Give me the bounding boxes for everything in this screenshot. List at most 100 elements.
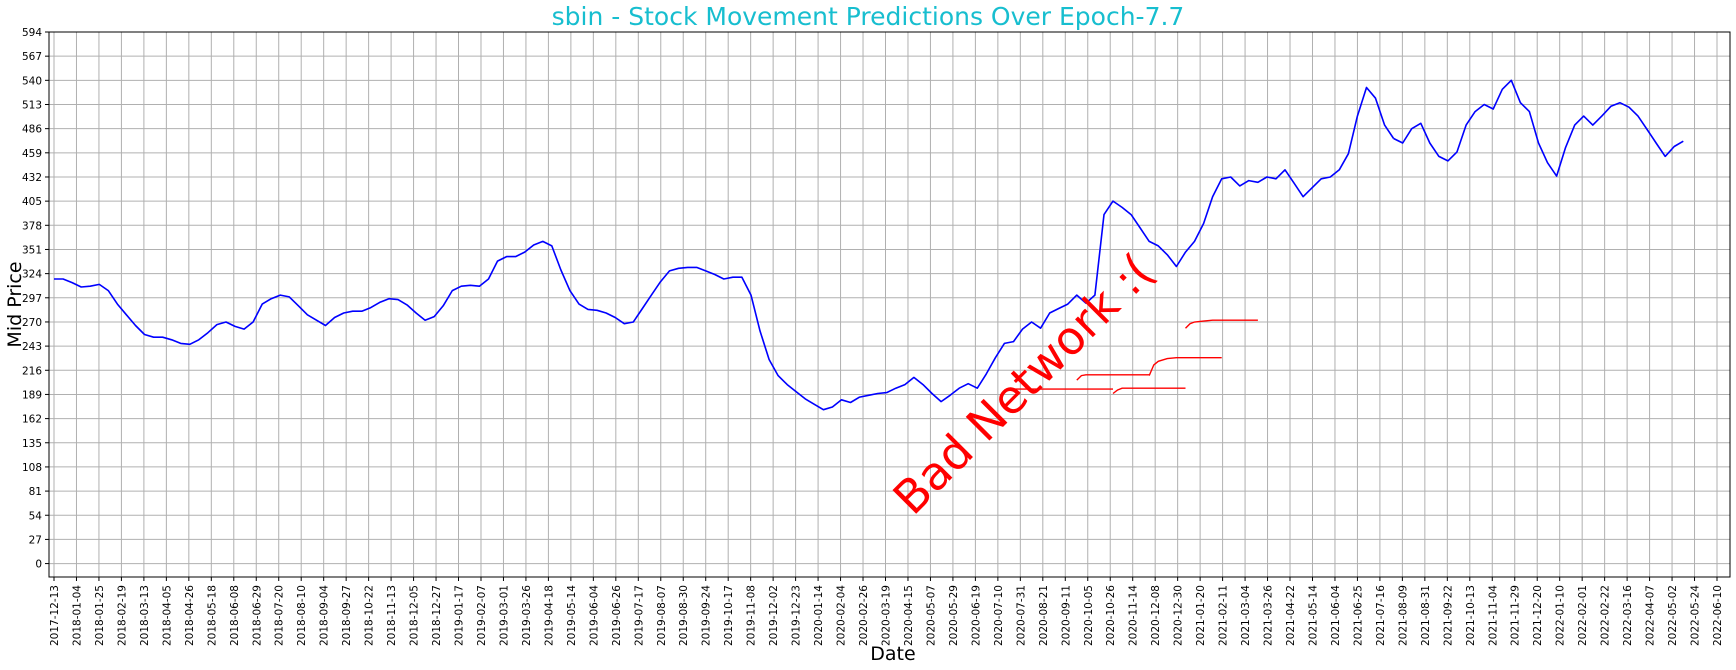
x-tick-label: 2019-11-08 — [746, 585, 758, 646]
x-tick-label: 2022-04-07 — [1645, 585, 1657, 646]
prediction-line-2 — [1112, 387, 1186, 395]
price-line-0 — [54, 86, 1395, 411]
x-tick-label: 2020-08-21 — [1038, 585, 1050, 646]
x-tick-label: 2018-04-05 — [161, 585, 173, 646]
x-tick-label: 2020-05-29 — [948, 585, 960, 646]
x-tick-label: 2020-11-14 — [1128, 585, 1140, 646]
y-tick-label: 27 — [29, 534, 42, 546]
x-tick-label: 2018-02-19 — [116, 585, 128, 646]
x-axis-label: Date — [870, 643, 915, 665]
x-tick-label: 2022-01-10 — [1555, 585, 1567, 646]
x-tick-label: 2019-10-17 — [723, 585, 735, 646]
y-tick-label: 270 — [22, 317, 42, 329]
chart-title: sbin - Stock Movement Predictions Over E… — [552, 2, 1185, 31]
y-tick-label: 162 — [22, 414, 42, 426]
x-tick-label: 2022-03-16 — [1622, 585, 1634, 646]
x-tick-label: 2020-09-11 — [1060, 585, 1072, 646]
x-tick-label: 2019-12-23 — [791, 585, 803, 646]
y-axis-ticks: 0 27 54 81 108 135 162 189 216 243 270 297 324 351 378… — [22, 27, 49, 571]
x-tick-label: 2018-12-27 — [431, 585, 443, 646]
x-tick-label: 2019-09-24 — [701, 585, 713, 646]
x-tick-label: 2021-03-26 — [1263, 585, 1275, 646]
y-tick-label: 351 — [22, 244, 42, 256]
y-tick-label: 567 — [22, 51, 42, 63]
prediction-line-1 — [1076, 374, 1150, 381]
x-tick-label: 2022-05-24 — [1690, 585, 1702, 646]
x-tick-label: 2018-04-26 — [184, 585, 196, 646]
bad-network-annotation: Bad Network :( — [883, 244, 1164, 525]
x-tick-label: 2022-02-01 — [1577, 585, 1589, 646]
x-tick-label: 2018-06-29 — [251, 585, 263, 646]
y-tick-label: 432 — [22, 172, 42, 184]
x-tick-label: 2018-01-04 — [71, 585, 83, 646]
plot-frame — [48, 31, 1731, 578]
x-tick-label: 2018-05-18 — [206, 585, 218, 646]
x-tick-label: 2019-03-26 — [521, 585, 533, 646]
y-tick-label: 378 — [22, 220, 42, 232]
price-line-1 — [1393, 79, 1684, 177]
x-tick-label: 2021-11-04 — [1487, 585, 1499, 646]
x-tick-label: 2019-06-04 — [588, 585, 600, 646]
x-tick-label: 2018-10-22 — [364, 585, 376, 646]
x-tick-label: 2019-12-02 — [768, 585, 780, 646]
y-tick-label: 216 — [22, 365, 42, 377]
x-tick-label: 2018-06-08 — [229, 585, 241, 646]
x-tick-label: 2020-03-19 — [881, 585, 893, 646]
x-tick-label: 2018-08-10 — [296, 585, 308, 646]
x-tick-label: 2021-08-09 — [1397, 585, 1409, 646]
y-tick-label: 594 — [22, 27, 42, 39]
x-tick-label: 2022-05-02 — [1667, 585, 1679, 646]
price-series — [54, 79, 1684, 411]
x-tick-label: 2019-05-14 — [566, 585, 578, 646]
x-tick-label: 2021-07-16 — [1375, 585, 1387, 646]
x-tick-label: 2022-02-22 — [1600, 585, 1612, 646]
x-tick-label: 2021-02-11 — [1218, 585, 1230, 646]
x-tick-label: 2018-03-13 — [139, 585, 151, 646]
x-tick-label: 2018-11-13 — [386, 585, 398, 646]
x-tick-label: 2021-11-29 — [1510, 585, 1522, 646]
x-tick-label: 2021-03-04 — [1240, 585, 1252, 646]
x-tick-label: 2020-10-26 — [1105, 585, 1117, 646]
x-tick-label: 2019-06-26 — [611, 585, 623, 646]
x-tick-label: 2020-02-26 — [858, 585, 870, 646]
x-tick-label: 2018-01-25 — [94, 585, 106, 646]
x-tick-label: 2017-12-13 — [49, 585, 61, 646]
x-tick-label: 2018-09-27 — [341, 585, 353, 646]
x-tick-label: 2020-02-04 — [836, 585, 848, 646]
x-tick-label: 2019-02-07 — [476, 585, 488, 646]
x-tick-label: 2019-01-17 — [454, 585, 466, 646]
x-tick-label: 2020-12-08 — [1150, 585, 1162, 646]
x-tick-label: 2020-07-10 — [993, 585, 1005, 646]
x-tick-label: 2020-10-05 — [1083, 585, 1095, 646]
x-tick-label: 2020-12-30 — [1173, 585, 1185, 646]
x-tick-label: 2019-03-01 — [498, 585, 510, 646]
prediction-series — [1004, 319, 1258, 395]
x-tick-label: 2022-06-10 — [1712, 585, 1724, 646]
x-tick-label: 2019-07-17 — [633, 585, 645, 646]
y-tick-label: 243 — [22, 341, 42, 353]
x-tick-label: 2021-06-25 — [1352, 585, 1364, 646]
x-tick-label: 2021-08-31 — [1420, 585, 1432, 646]
x-axis-ticks: 2017-12-13 2018-01-04 2018-01-25 2018-02-19… — [49, 577, 1724, 646]
y-tick-label: 297 — [22, 293, 42, 305]
x-tick-label: 2021-09-22 — [1442, 585, 1454, 646]
x-tick-label: 2021-10-13 — [1465, 585, 1477, 646]
x-tick-label: 2019-08-07 — [656, 585, 668, 646]
x-tick-label: 2019-08-30 — [678, 585, 690, 646]
x-tick-label: 2018-12-05 — [409, 585, 421, 646]
y-tick-label: 459 — [22, 148, 42, 160]
x-tick-label: 2021-06-04 — [1330, 585, 1342, 646]
x-tick-label: 2020-05-07 — [925, 585, 937, 646]
y-tick-label: 324 — [22, 269, 42, 281]
grid-lines — [49, 31, 1730, 577]
prediction-line-0 — [1004, 388, 1113, 391]
y-tick-label: 135 — [22, 438, 42, 450]
y-tick-label: 108 — [22, 462, 42, 474]
x-tick-label: 2020-04-15 — [903, 585, 915, 646]
x-tick-label: 2020-01-14 — [813, 585, 825, 646]
prediction-line-4 — [1185, 319, 1258, 329]
x-tick-label: 2021-04-22 — [1285, 585, 1297, 646]
y-tick-label: 513 — [22, 99, 42, 111]
x-tick-label: 2018-07-20 — [274, 585, 286, 646]
